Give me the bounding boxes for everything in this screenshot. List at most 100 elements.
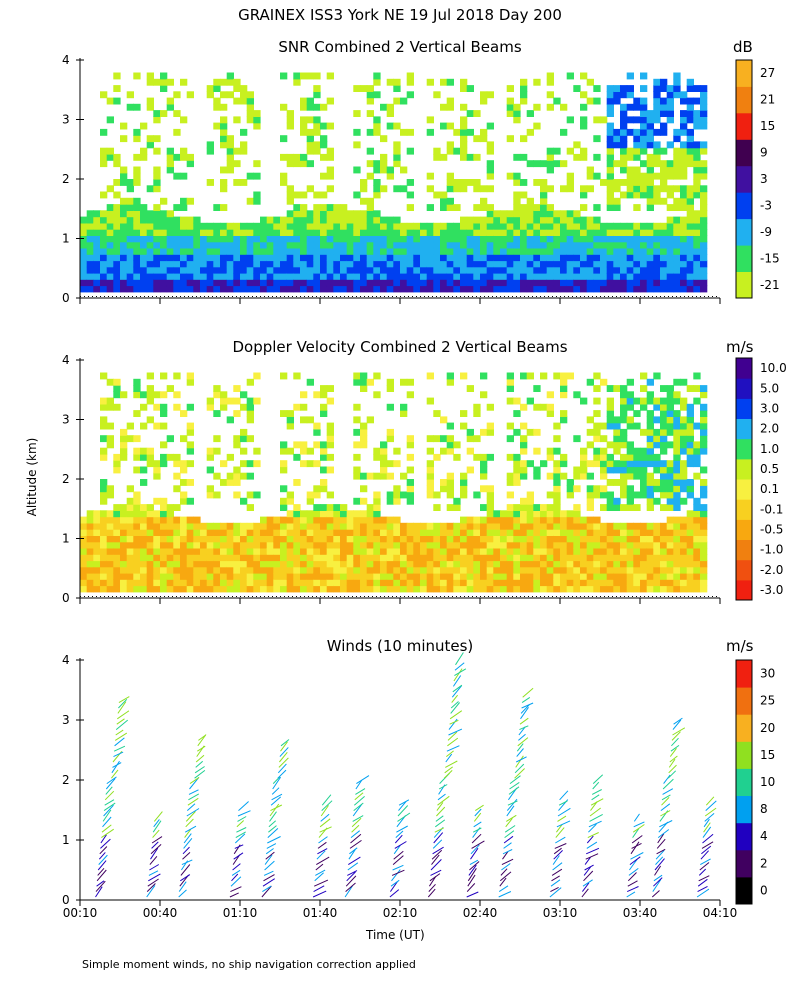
snr-units-label: dB: [733, 38, 753, 56]
doppler-colorbar-swatch-8: [736, 418, 752, 440]
winds-colorbar-label-7: 25: [760, 694, 775, 708]
doppler-colorbar-label-1: -2.0: [760, 563, 783, 577]
winds-colorbar-label-3: 8: [760, 802, 768, 816]
winds-colorbar: [735, 659, 753, 905]
doppler-colorbar-label-5: 0.1: [760, 482, 779, 496]
winds-colorbar-label-4: 10: [760, 775, 775, 789]
doppler-colorbar-swatch-4: [736, 499, 752, 520]
doppler-colorbar-swatch-6: [736, 458, 752, 480]
winds-colorbar-swatch-5: [736, 741, 752, 769]
winds-ytick-label-3: 3: [62, 713, 70, 727]
winds-colorbar-label-2: 4: [760, 829, 768, 843]
doppler-ytick-label-2: 2: [62, 472, 70, 486]
snr-colorbar-label-6: 15: [760, 119, 775, 133]
winds-ytick-label-4: 4: [62, 653, 70, 667]
doppler-heatmap: [80, 372, 708, 593]
doppler-colorbar-swatch-11: [736, 358, 752, 379]
doppler-colorbar-label-6: 0.5: [760, 462, 779, 476]
snr-colorbar-label-4: 3: [760, 172, 768, 186]
snr-colorbar-label-3: -3: [760, 198, 772, 212]
doppler-colorbar: [735, 357, 753, 601]
xtick-label-4: 02:10: [383, 906, 418, 920]
doppler-colorbar-swatch-5: [736, 479, 752, 500]
winds-colorbar-swatch-4: [736, 768, 752, 796]
winds-units-label: m/s: [726, 637, 754, 655]
doppler-colorbar-label-9: 3.0: [760, 401, 779, 415]
doppler-ytick-label-3: 3: [62, 413, 70, 427]
page-title: GRAINEX ISS3 York NE 19 Jul 2018 Day 200: [238, 6, 562, 24]
snr-ytick-label-3: 3: [62, 113, 70, 127]
winds-colorbar-label-1: 2: [760, 856, 768, 870]
doppler-colorbar-label-3: -0.5: [760, 522, 783, 536]
doppler-colorbar-label-0: -3.0: [760, 583, 783, 597]
snr-colorbar-label-8: 27: [760, 66, 775, 80]
snr-colorbar-swatch-6: [736, 112, 752, 140]
doppler-colorbar-swatch-9: [736, 398, 752, 419]
snr-ytick-label-4: 4: [62, 53, 70, 67]
snr-colorbar-swatch-5: [736, 139, 752, 167]
snr-colorbar-label-1: -15: [760, 251, 780, 265]
doppler-panel-title: Doppler Velocity Combined 2 Vertical Bea…: [232, 338, 568, 356]
xtick-label-7: 03:40: [623, 906, 658, 920]
winds-colorbar-swatch-7: [736, 687, 752, 715]
doppler-colorbar-label-4: -0.1: [760, 502, 783, 516]
snr-colorbar-swatch-1: [736, 245, 752, 272]
snr-heatmap: [80, 72, 708, 293]
winds-colorbar-swatch-2: [736, 822, 752, 851]
winds-colorbar-swatch-0: [736, 876, 752, 905]
winds-colorbar-label-8: 30: [760, 667, 775, 681]
snr-ytick-label-1: 1: [62, 232, 70, 246]
winds-colorbar-frame: [735, 659, 753, 905]
xtick-label-6: 03:10: [543, 906, 578, 920]
snr-colorbar-swatch-0: [736, 271, 752, 299]
snr-colorbar-label-0: -21: [760, 278, 780, 292]
doppler-colorbar-swatch-7: [736, 438, 752, 460]
doppler-ytick-label-0: 0: [62, 591, 70, 605]
doppler-units-label: m/s: [726, 338, 754, 356]
snr-colorbar-swatch-3: [736, 192, 752, 220]
doppler-colorbar-swatch-1: [736, 559, 752, 581]
winds-colorbar-label-5: 15: [760, 748, 775, 762]
x-axis-label: Time (UT): [366, 928, 425, 942]
doppler-colorbar-label-7: 1.0: [760, 442, 779, 456]
doppler-colorbar-label-11: 10.0: [760, 361, 787, 375]
xtick-label-1: 00:40: [143, 906, 178, 920]
doppler-colorbar-swatch-2: [736, 539, 752, 561]
snr-colorbar: [735, 59, 753, 299]
winds-colorbar-swatch-8: [736, 660, 752, 688]
doppler-colorbar-swatch-0: [736, 579, 752, 601]
snr-ytick-label-2: 2: [62, 172, 70, 186]
doppler-colorbar-label-10: 5.0: [760, 381, 779, 395]
winds-colorbar-swatch-3: [736, 795, 752, 824]
winds-ytick-label-1: 1: [62, 833, 70, 847]
snr-colorbar-swatch-4: [736, 165, 752, 193]
snr-colorbar-swatch-7: [736, 86, 752, 114]
doppler-colorbar-frame: [735, 357, 753, 601]
snr-colorbar-swatch-8: [736, 60, 752, 87]
xtick-label-8: 04:10: [703, 906, 738, 920]
snr-colorbar-frame: [735, 59, 753, 299]
winds-colorbar-swatch-1: [736, 849, 752, 878]
doppler-colorbar-swatch-10: [736, 378, 752, 399]
snr-colorbar-label-2: -9: [760, 225, 772, 239]
winds-ytick-label-0: 0: [62, 893, 70, 907]
wind-barbs: [95, 652, 717, 898]
xtick-label-3: 01:40: [303, 906, 338, 920]
doppler-ytick-label-1: 1: [62, 532, 70, 546]
doppler-colorbar-label-2: -1.0: [760, 543, 783, 557]
doppler-colorbar-swatch-3: [736, 519, 752, 540]
snr-panel-title: SNR Combined 2 Vertical Beams: [278, 38, 522, 56]
snr-colorbar-swatch-2: [736, 218, 752, 246]
winds-ytick-label-2: 2: [62, 773, 70, 787]
winds-colorbar-label-6: 20: [760, 721, 775, 735]
snr-colorbar-label-7: 21: [760, 93, 775, 107]
winds-colorbar-swatch-6: [736, 714, 752, 742]
snr-ytick-label-0: 0: [62, 291, 70, 305]
doppler-ytick-label-4: 4: [62, 353, 70, 367]
winds-colorbar-label-0: 0: [760, 883, 768, 897]
doppler-colorbar-label-8: 2.0: [760, 422, 779, 436]
footnote: Simple moment winds, no ship navigation …: [82, 958, 416, 971]
xtick-label-5: 02:40: [463, 906, 498, 920]
xtick-label-0: 00:10: [63, 906, 98, 920]
